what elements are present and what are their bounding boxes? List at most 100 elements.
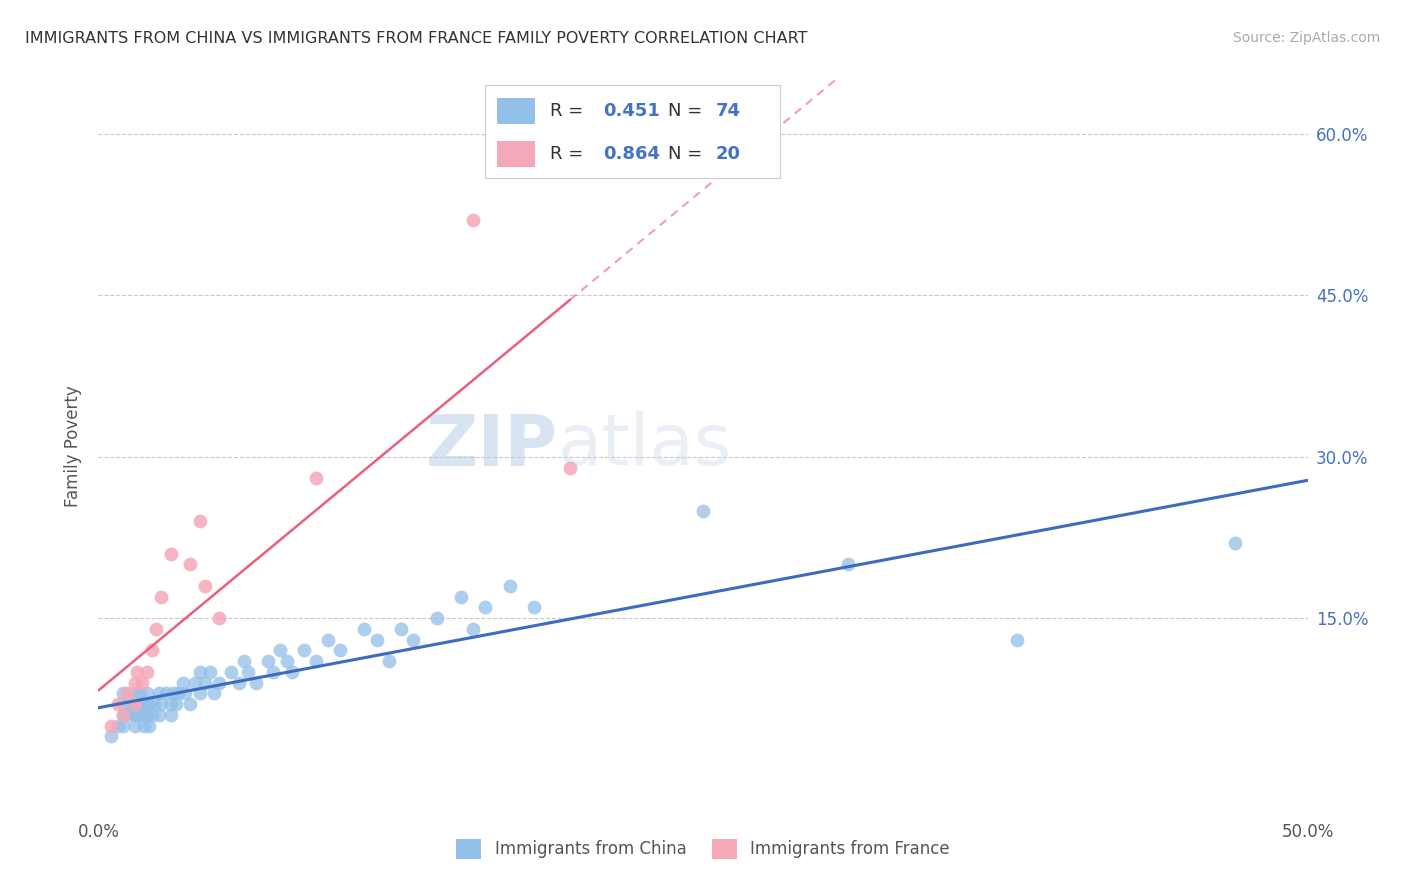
Point xyxy=(184,675,207,690)
Point xyxy=(127,707,149,722)
Text: IMMIGRANTS FROM CHINA VS IMMIGRANTS FROM FRANCE FAMILY POVERTY CORRELATION CHART: IMMIGRANTS FROM CHINA VS IMMIGRANTS FROM… xyxy=(25,31,808,46)
Bar xyxy=(496,98,536,124)
Point xyxy=(160,707,183,722)
Point xyxy=(463,213,485,227)
Point xyxy=(194,579,217,593)
Point xyxy=(100,730,122,744)
Point xyxy=(353,622,375,636)
Point xyxy=(194,675,217,690)
Point xyxy=(389,622,412,636)
Y-axis label: Family Poverty: Family Poverty xyxy=(65,385,83,507)
Point xyxy=(143,697,166,711)
Point xyxy=(145,622,167,636)
Point xyxy=(150,590,173,604)
Point xyxy=(135,686,157,700)
Point xyxy=(188,665,211,679)
Point xyxy=(124,675,146,690)
Point xyxy=(245,675,267,690)
Point xyxy=(281,665,304,679)
Text: N =: N = xyxy=(668,145,709,163)
Point xyxy=(498,579,520,593)
Point xyxy=(162,686,184,700)
Point xyxy=(305,654,328,668)
Point xyxy=(148,686,170,700)
Point xyxy=(558,460,581,475)
Point xyxy=(172,675,194,690)
Point xyxy=(167,686,190,700)
Point xyxy=(1007,632,1029,647)
Point xyxy=(238,665,260,679)
Point xyxy=(124,697,146,711)
Point xyxy=(232,654,254,668)
Text: 20: 20 xyxy=(716,145,741,163)
Point xyxy=(111,686,134,700)
Point xyxy=(107,719,129,733)
Point xyxy=(107,697,129,711)
Point xyxy=(150,697,173,711)
Point xyxy=(160,697,183,711)
Point xyxy=(111,707,134,722)
Point xyxy=(377,654,399,668)
Point xyxy=(160,547,183,561)
Legend: Immigrants from China, Immigrants from France: Immigrants from China, Immigrants from F… xyxy=(450,832,956,865)
Point xyxy=(463,622,485,636)
Point xyxy=(292,643,315,657)
Point xyxy=(208,611,231,625)
Point xyxy=(692,503,714,517)
Point xyxy=(138,697,160,711)
Point xyxy=(179,558,201,572)
Point xyxy=(124,719,146,733)
Point xyxy=(208,675,231,690)
Point xyxy=(111,707,134,722)
Text: Source: ZipAtlas.com: Source: ZipAtlas.com xyxy=(1233,31,1381,45)
Text: R =: R = xyxy=(550,102,589,120)
Point xyxy=(148,707,170,722)
Point xyxy=(269,643,291,657)
Text: atlas: atlas xyxy=(558,411,733,481)
Point xyxy=(118,697,141,711)
Point xyxy=(135,697,157,711)
Point xyxy=(179,697,201,711)
Point xyxy=(127,665,149,679)
Point xyxy=(117,686,139,700)
Point xyxy=(174,686,197,700)
Point xyxy=(165,697,187,711)
Point xyxy=(305,471,328,485)
Point xyxy=(124,707,146,722)
Point xyxy=(474,600,496,615)
Point xyxy=(131,697,153,711)
Bar xyxy=(496,141,536,167)
Point xyxy=(188,514,211,528)
Point xyxy=(256,654,278,668)
Text: ZIP: ZIP xyxy=(426,411,558,481)
Point xyxy=(135,707,157,722)
Point xyxy=(1223,536,1246,550)
Point xyxy=(276,654,298,668)
Point xyxy=(111,697,134,711)
Point xyxy=(262,665,284,679)
Point xyxy=(366,632,388,647)
Point xyxy=(141,707,163,722)
Text: 0.864: 0.864 xyxy=(603,145,661,163)
Point xyxy=(135,665,157,679)
Point xyxy=(837,558,859,572)
Text: 74: 74 xyxy=(716,102,741,120)
Point xyxy=(316,632,339,647)
Point xyxy=(228,675,250,690)
Point xyxy=(100,719,122,733)
Point xyxy=(131,707,153,722)
Point xyxy=(111,719,134,733)
Point xyxy=(402,632,425,647)
Point xyxy=(135,707,157,722)
Point xyxy=(204,686,226,700)
Point xyxy=(131,675,153,690)
Point xyxy=(128,686,150,700)
Point xyxy=(138,719,160,733)
Point xyxy=(329,643,352,657)
Point xyxy=(198,665,221,679)
Point xyxy=(117,707,139,722)
Point xyxy=(141,643,163,657)
Point xyxy=(127,697,149,711)
Point xyxy=(155,686,177,700)
Point xyxy=(124,686,146,700)
